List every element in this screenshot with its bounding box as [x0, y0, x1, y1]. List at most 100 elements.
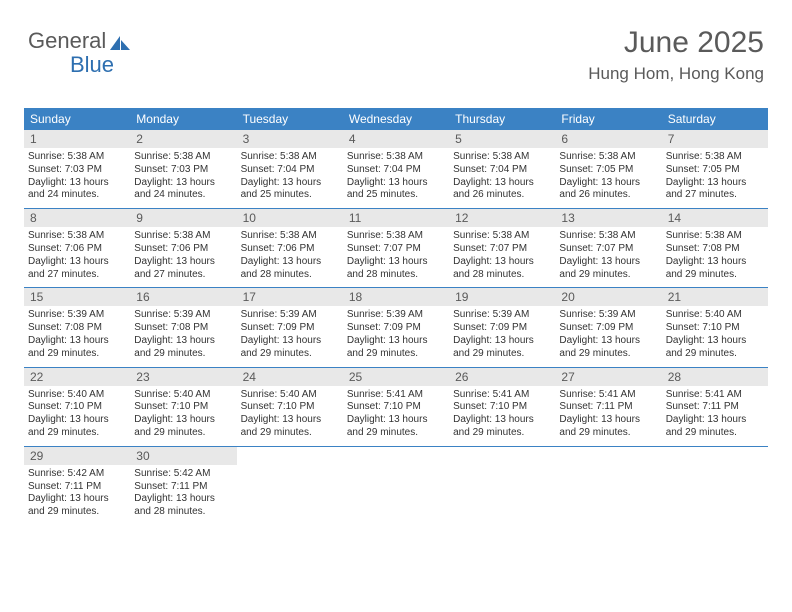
week-row: 22Sunrise: 5:40 AMSunset: 7:10 PMDayligh…	[24, 368, 768, 447]
dow-friday: Friday	[555, 108, 661, 130]
dow-thursday: Thursday	[449, 108, 555, 130]
sunset-line: Sunset: 7:10 PM	[453, 401, 551, 414]
calendar: Sunday Monday Tuesday Wednesday Thursday…	[24, 108, 768, 525]
day-number: 22	[24, 368, 130, 386]
daylight-line: Daylight: 13 hours and 24 minutes.	[28, 177, 126, 203]
header: June 2025 Hung Hom, Hong Kong	[588, 26, 764, 84]
sunset-line: Sunset: 7:08 PM	[666, 243, 764, 256]
day-cell: 24Sunrise: 5:40 AMSunset: 7:10 PMDayligh…	[237, 368, 343, 446]
sunrise-line: Sunrise: 5:39 AM	[28, 309, 126, 322]
day-number: 21	[662, 288, 768, 306]
daylight-line: Daylight: 13 hours and 26 minutes.	[453, 177, 551, 203]
day-number: 14	[662, 209, 768, 227]
sunset-line: Sunset: 7:11 PM	[28, 481, 126, 494]
day-cell: 21Sunrise: 5:40 AMSunset: 7:10 PMDayligh…	[662, 288, 768, 366]
day-cell: 17Sunrise: 5:39 AMSunset: 7:09 PMDayligh…	[237, 288, 343, 366]
day-number: 20	[555, 288, 661, 306]
dow-tuesday: Tuesday	[237, 108, 343, 130]
day-cell: 1Sunrise: 5:38 AMSunset: 7:03 PMDaylight…	[24, 130, 130, 208]
sunset-line: Sunset: 7:10 PM	[134, 401, 232, 414]
day-number: 4	[343, 130, 449, 148]
sunrise-line: Sunrise: 5:40 AM	[134, 389, 232, 402]
sunrise-line: Sunrise: 5:38 AM	[134, 230, 232, 243]
day-body: Sunrise: 5:40 AMSunset: 7:10 PMDaylight:…	[24, 386, 130, 446]
day-cell: 20Sunrise: 5:39 AMSunset: 7:09 PMDayligh…	[555, 288, 661, 366]
daylight-line: Daylight: 13 hours and 29 minutes.	[666, 414, 764, 440]
sunrise-line: Sunrise: 5:41 AM	[559, 389, 657, 402]
day-body: Sunrise: 5:38 AMSunset: 7:07 PMDaylight:…	[555, 227, 661, 287]
day-number: 19	[449, 288, 555, 306]
sunrise-line: Sunrise: 5:38 AM	[453, 230, 551, 243]
day-body: Sunrise: 5:38 AMSunset: 7:03 PMDaylight:…	[24, 148, 130, 208]
day-body: Sunrise: 5:39 AMSunset: 7:09 PMDaylight:…	[449, 306, 555, 366]
sunrise-line: Sunrise: 5:42 AM	[28, 468, 126, 481]
day-body: Sunrise: 5:41 AMSunset: 7:11 PMDaylight:…	[555, 386, 661, 446]
sunset-line: Sunset: 7:10 PM	[241, 401, 339, 414]
sunset-line: Sunset: 7:08 PM	[28, 322, 126, 335]
day-number: 12	[449, 209, 555, 227]
day-body: Sunrise: 5:41 AMSunset: 7:10 PMDaylight:…	[449, 386, 555, 446]
sunrise-line: Sunrise: 5:41 AM	[347, 389, 445, 402]
daylight-line: Daylight: 13 hours and 29 minutes.	[453, 335, 551, 361]
day-number: 5	[449, 130, 555, 148]
day-cell: 30Sunrise: 5:42 AMSunset: 7:11 PMDayligh…	[130, 447, 236, 525]
day-body: Sunrise: 5:40 AMSunset: 7:10 PMDaylight:…	[662, 306, 768, 366]
daylight-line: Daylight: 13 hours and 29 minutes.	[28, 335, 126, 361]
daylight-line: Daylight: 13 hours and 28 minutes.	[241, 256, 339, 282]
day-body: Sunrise: 5:38 AMSunset: 7:06 PMDaylight:…	[130, 227, 236, 287]
logo-text-general: General	[28, 28, 106, 54]
day-cell: 15Sunrise: 5:39 AMSunset: 7:08 PMDayligh…	[24, 288, 130, 366]
empty-cell	[555, 447, 661, 525]
day-cell: 2Sunrise: 5:38 AMSunset: 7:03 PMDaylight…	[130, 130, 236, 208]
day-cell: 11Sunrise: 5:38 AMSunset: 7:07 PMDayligh…	[343, 209, 449, 287]
daylight-line: Daylight: 13 hours and 28 minutes.	[347, 256, 445, 282]
day-number: 30	[130, 447, 236, 465]
sunrise-line: Sunrise: 5:38 AM	[347, 230, 445, 243]
sunrise-line: Sunrise: 5:38 AM	[666, 151, 764, 164]
day-body: Sunrise: 5:39 AMSunset: 7:09 PMDaylight:…	[237, 306, 343, 366]
month-title: June 2025	[588, 26, 764, 60]
day-number: 25	[343, 368, 449, 386]
daylight-line: Daylight: 13 hours and 29 minutes.	[28, 493, 126, 519]
daylight-line: Daylight: 13 hours and 29 minutes.	[559, 335, 657, 361]
daylight-line: Daylight: 13 hours and 25 minutes.	[241, 177, 339, 203]
logo-sail-icon	[108, 32, 132, 50]
sunset-line: Sunset: 7:09 PM	[559, 322, 657, 335]
week-row: 29Sunrise: 5:42 AMSunset: 7:11 PMDayligh…	[24, 447, 768, 525]
day-number: 3	[237, 130, 343, 148]
sunset-line: Sunset: 7:04 PM	[453, 164, 551, 177]
dow-saturday: Saturday	[662, 108, 768, 130]
day-number: 8	[24, 209, 130, 227]
week-row: 8Sunrise: 5:38 AMSunset: 7:06 PMDaylight…	[24, 209, 768, 288]
sunset-line: Sunset: 7:04 PM	[347, 164, 445, 177]
sunset-line: Sunset: 7:08 PM	[134, 322, 232, 335]
day-cell: 6Sunrise: 5:38 AMSunset: 7:05 PMDaylight…	[555, 130, 661, 208]
day-body: Sunrise: 5:38 AMSunset: 7:03 PMDaylight:…	[130, 148, 236, 208]
day-body: Sunrise: 5:39 AMSunset: 7:08 PMDaylight:…	[130, 306, 236, 366]
day-number: 26	[449, 368, 555, 386]
day-body: Sunrise: 5:38 AMSunset: 7:04 PMDaylight:…	[237, 148, 343, 208]
sunset-line: Sunset: 7:06 PM	[241, 243, 339, 256]
sunrise-line: Sunrise: 5:38 AM	[241, 230, 339, 243]
day-number: 23	[130, 368, 236, 386]
sunrise-line: Sunrise: 5:38 AM	[28, 230, 126, 243]
day-body: Sunrise: 5:38 AMSunset: 7:06 PMDaylight:…	[24, 227, 130, 287]
daylight-line: Daylight: 13 hours and 29 minutes.	[666, 335, 764, 361]
sunset-line: Sunset: 7:11 PM	[134, 481, 232, 494]
day-body: Sunrise: 5:39 AMSunset: 7:09 PMDaylight:…	[343, 306, 449, 366]
sunset-line: Sunset: 7:10 PM	[666, 322, 764, 335]
day-number: 7	[662, 130, 768, 148]
daylight-line: Daylight: 13 hours and 29 minutes.	[28, 414, 126, 440]
day-cell: 5Sunrise: 5:38 AMSunset: 7:04 PMDaylight…	[449, 130, 555, 208]
day-number: 11	[343, 209, 449, 227]
daylight-line: Daylight: 13 hours and 25 minutes.	[347, 177, 445, 203]
day-cell: 14Sunrise: 5:38 AMSunset: 7:08 PMDayligh…	[662, 209, 768, 287]
daylight-line: Daylight: 13 hours and 29 minutes.	[347, 335, 445, 361]
day-number: 28	[662, 368, 768, 386]
day-number: 17	[237, 288, 343, 306]
daylight-line: Daylight: 13 hours and 27 minutes.	[134, 256, 232, 282]
dow-row: Sunday Monday Tuesday Wednesday Thursday…	[24, 108, 768, 130]
dow-monday: Monday	[130, 108, 236, 130]
daylight-line: Daylight: 13 hours and 29 minutes.	[559, 414, 657, 440]
day-body: Sunrise: 5:38 AMSunset: 7:04 PMDaylight:…	[343, 148, 449, 208]
